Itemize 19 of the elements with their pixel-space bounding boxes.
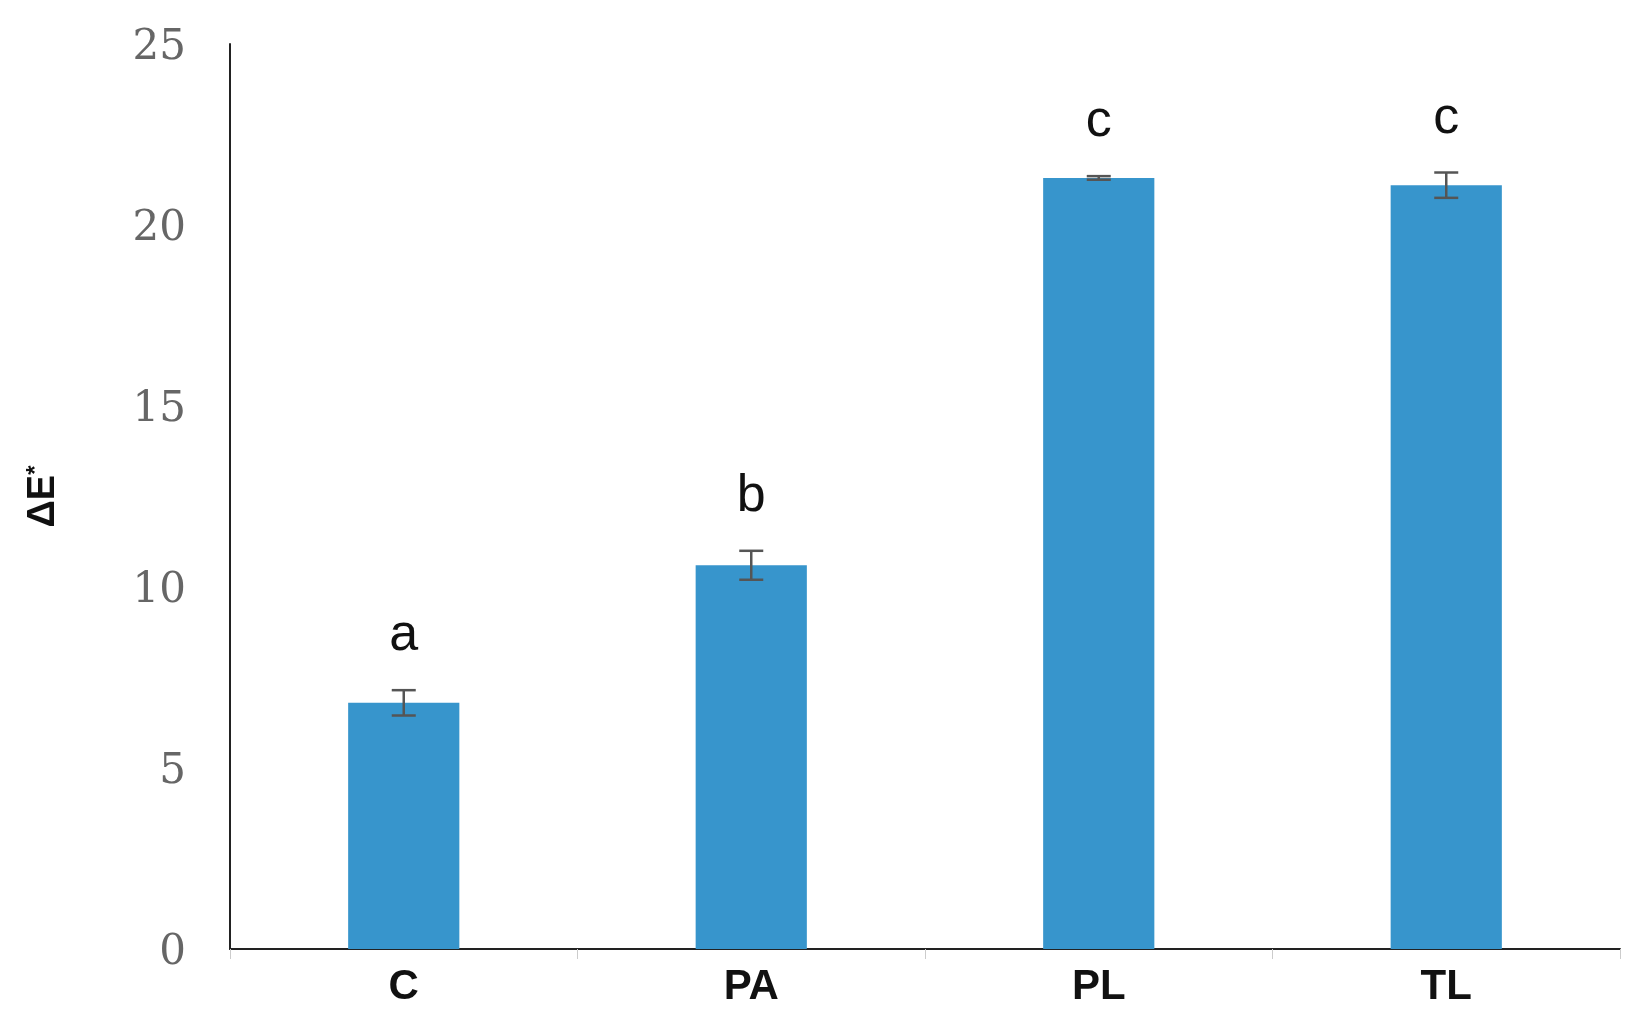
x-tick-label: C xyxy=(388,960,419,1008)
y-tick-label: 25 xyxy=(132,19,186,69)
annotation: c xyxy=(1085,89,1112,148)
y-tick-label: 10 xyxy=(132,562,186,612)
annotation: b xyxy=(736,463,766,522)
bar xyxy=(348,702,460,949)
x-tick-label: TL xyxy=(1420,960,1472,1008)
bar xyxy=(1390,185,1502,949)
annotation: a xyxy=(389,603,419,662)
y-tick-label: 0 xyxy=(159,924,186,974)
y-tick-label: 5 xyxy=(159,743,186,793)
x-tick-label: PL xyxy=(1071,960,1126,1008)
y-axis-title: ΔE* xyxy=(20,464,62,528)
y-tick-label: 15 xyxy=(132,381,186,431)
bar xyxy=(695,565,807,949)
annotation: c xyxy=(1433,85,1460,144)
bar xyxy=(1043,177,1155,949)
y-tick-label: 20 xyxy=(132,200,186,250)
x-tick-label: PA xyxy=(723,960,779,1008)
